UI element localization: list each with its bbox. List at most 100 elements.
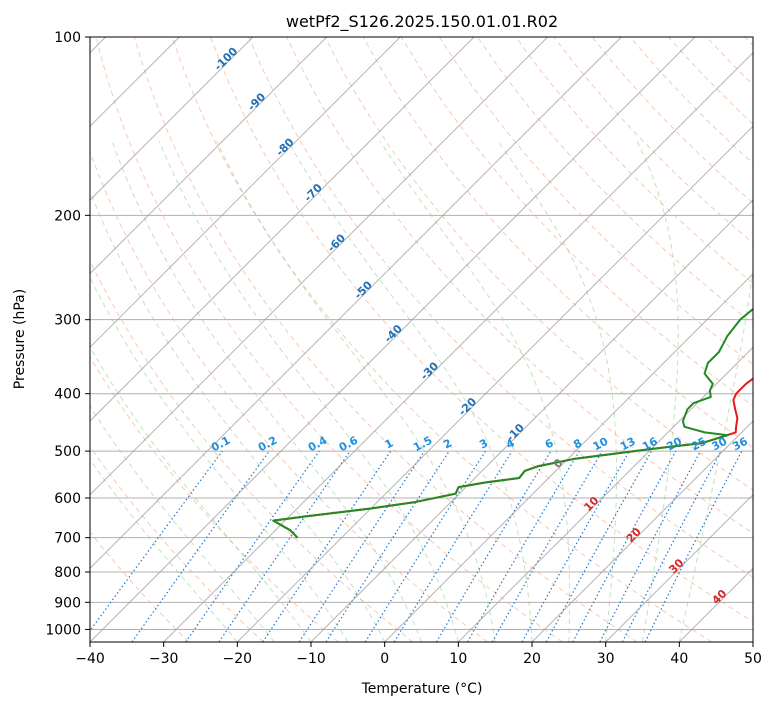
- mixing-ratio-line: [298, 450, 425, 642]
- x-tick-label: 40: [670, 651, 688, 667]
- isotherm-label: -90: [245, 90, 268, 113]
- dry-adiabat: [210, 37, 753, 623]
- y-tick-label: 500: [54, 444, 81, 460]
- isotherm-line: [678, 567, 753, 642]
- isotherm-line: [90, 37, 696, 642]
- mixing-ratio-line: [131, 450, 270, 642]
- mixing-ratio-line: [325, 450, 450, 642]
- mixing-ratio-labels: 0.1 0.2 0.4 0.6 1 1.5 2 3 4 6 8 10 13 16 20 25 30 36: [209, 434, 750, 455]
- mixing-ratio-label: 16: [640, 435, 660, 454]
- moist-adiabat: [288, 141, 533, 642]
- y-tick-label: 1000: [45, 622, 81, 638]
- isotherm-line: [90, 37, 475, 422]
- isotherm-label: -70: [302, 181, 325, 204]
- x-tick-label: 50: [744, 651, 762, 667]
- isotherm-line: [457, 346, 753, 642]
- x-axis-ticks: −40 −30 −20 −10 0 10 20 30 40 50: [75, 642, 762, 667]
- x-tick-label: 20: [523, 651, 541, 667]
- isotherm-line: [236, 125, 753, 642]
- dry-adiabat: [591, 37, 753, 204]
- y-tick-label: 400: [54, 387, 81, 403]
- dry-adiabat: [133, 37, 638, 642]
- moist-adiabat: [90, 189, 386, 642]
- mixing-ratio-label: 36: [730, 435, 750, 454]
- isotherm-line: [605, 493, 753, 642]
- isotherm-line: [90, 37, 622, 570]
- mixing-ratio-line: [218, 450, 351, 642]
- dry-adiabat: [90, 445, 264, 642]
- pressure-gridlines: [90, 37, 753, 630]
- dry-adiabat: [400, 37, 753, 407]
- y-tick-label: 600: [54, 491, 81, 507]
- x-tick-label: −30: [149, 651, 179, 667]
- isotherm-label: -50: [352, 278, 375, 301]
- mixing-ratio-label: 6: [543, 436, 556, 451]
- dewpoint-profile: [272, 307, 753, 539]
- mixing-ratio-line: [262, 450, 392, 642]
- x-tick-label: −10: [296, 651, 326, 667]
- x-tick-label: −20: [223, 651, 253, 667]
- dry-adiabat: [668, 37, 753, 125]
- moist-adiabat: [90, 345, 312, 642]
- moist-adiabat: [497, 141, 617, 642]
- y-axis-ticks: 100 200 300 400 500 600 700 800 900 1000: [45, 30, 90, 638]
- isotherm-line: [90, 37, 254, 201]
- isotherm-line: [90, 37, 401, 349]
- moist-adiabat: [158, 141, 459, 642]
- x-tick-label: −40: [75, 651, 105, 667]
- isotherm-label: -60: [325, 231, 348, 254]
- isotherm-label: -80: [273, 135, 296, 158]
- mixing-ratio-line: [521, 450, 631, 642]
- isotherm-line: [384, 272, 753, 642]
- mixing-ratio-line: [435, 450, 552, 642]
- mixing-ratio-label: 3: [477, 436, 490, 451]
- isotherm-line: [752, 641, 753, 642]
- dry-adiabat: [515, 37, 753, 284]
- mixing-ratio-label: 25: [689, 435, 709, 454]
- isotherm-label: 10: [581, 494, 601, 514]
- plot-area: -100-90-80-70-60-50-40-30-20-10010203040…: [90, 37, 753, 642]
- mixing-ratio-line: [466, 450, 580, 642]
- mixing-ratio-line: [545, 450, 653, 642]
- mixing-ratio-line: [644, 450, 743, 642]
- moist-adiabat: [90, 276, 349, 642]
- moist-adiabats: [90, 141, 753, 642]
- dry-adiabat: [90, 150, 488, 642]
- dry-adiabat: [744, 37, 753, 47]
- dry-adiabat: [248, 37, 753, 578]
- mixing-ratio-lines: [90, 450, 743, 642]
- dry-adiabat: [95, 37, 563, 642]
- y-tick-label: 200: [54, 208, 81, 224]
- dry-adiabat: [438, 37, 753, 366]
- plot-frame: [89, 36, 754, 643]
- profiles: [272, 307, 753, 539]
- y-axis-label: Pressure (hPa): [12, 289, 28, 389]
- y-tick-label: 900: [54, 595, 81, 611]
- isotherm-line: [310, 199, 753, 642]
- moist-adiabat: [111, 141, 422, 642]
- dry-adiabat: [171, 37, 712, 642]
- isotherm-label: 30: [666, 556, 686, 576]
- moist-adiabat: [216, 141, 496, 642]
- moist-adiabat: [379, 141, 571, 642]
- chart-title: wetPf2_S126.2025.150.01.01.R02: [286, 12, 558, 32]
- isotherm-label: -20: [456, 395, 479, 418]
- moist-adiabat: [636, 141, 679, 642]
- dry-adiabat: [90, 531, 190, 642]
- temperature-profile: [272, 377, 753, 539]
- y-tick-label: 100: [54, 30, 81, 46]
- isotherm-label: 20: [624, 525, 644, 545]
- x-tick-label: 10: [449, 651, 467, 667]
- mixing-ratio-line: [393, 450, 513, 642]
- isotherm-label: -40: [382, 322, 405, 345]
- mixing-ratio-label: 10: [591, 435, 611, 454]
- dry-adiabat: [706, 37, 753, 86]
- moist-adiabat: [678, 265, 753, 642]
- isotherm-label: -100: [212, 44, 241, 73]
- mixing-ratio-label: 2: [441, 436, 454, 451]
- y-tick-label: 700: [54, 531, 81, 547]
- isotherm-line: [90, 37, 328, 275]
- mixing-ratio-line: [185, 450, 320, 642]
- isotherm-label: 40: [709, 587, 729, 607]
